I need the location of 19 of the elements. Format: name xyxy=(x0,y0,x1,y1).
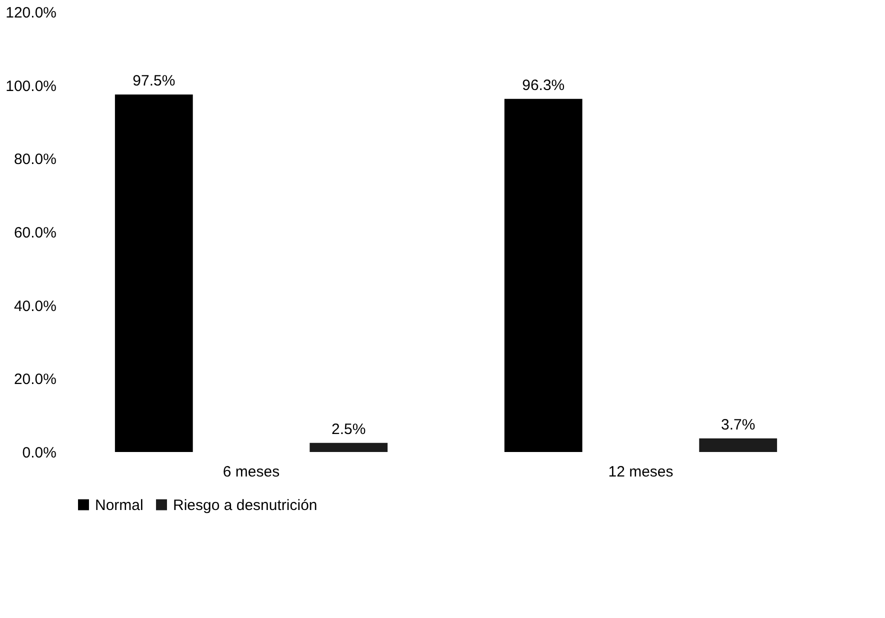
y-tick-label: 0.0% xyxy=(22,444,56,462)
x-tick-label: 6 meses xyxy=(222,464,280,480)
y-tick-label: 20.0% xyxy=(14,371,56,388)
y-tick-label: 40.0% xyxy=(14,298,56,315)
y-tick-label: 100.0% xyxy=(6,78,56,95)
data-label: 96.3% xyxy=(522,76,565,94)
legend-label: Normal xyxy=(95,496,144,514)
bar xyxy=(114,94,193,452)
bar xyxy=(504,98,582,452)
legend-label: Riesgo a desnutrición xyxy=(173,496,318,514)
data-label: 3.7% xyxy=(721,416,756,434)
y-tick-label: 80.0% xyxy=(14,151,56,168)
y-tick-label: 60.0% xyxy=(14,224,56,242)
bar xyxy=(310,442,388,452)
x-tick-label: 12 meses xyxy=(608,464,674,480)
data-label: 2.5% xyxy=(332,420,366,438)
bar xyxy=(699,438,778,452)
data-label: 97.5% xyxy=(132,72,176,90)
y-tick-label: 120.0% xyxy=(6,4,56,22)
